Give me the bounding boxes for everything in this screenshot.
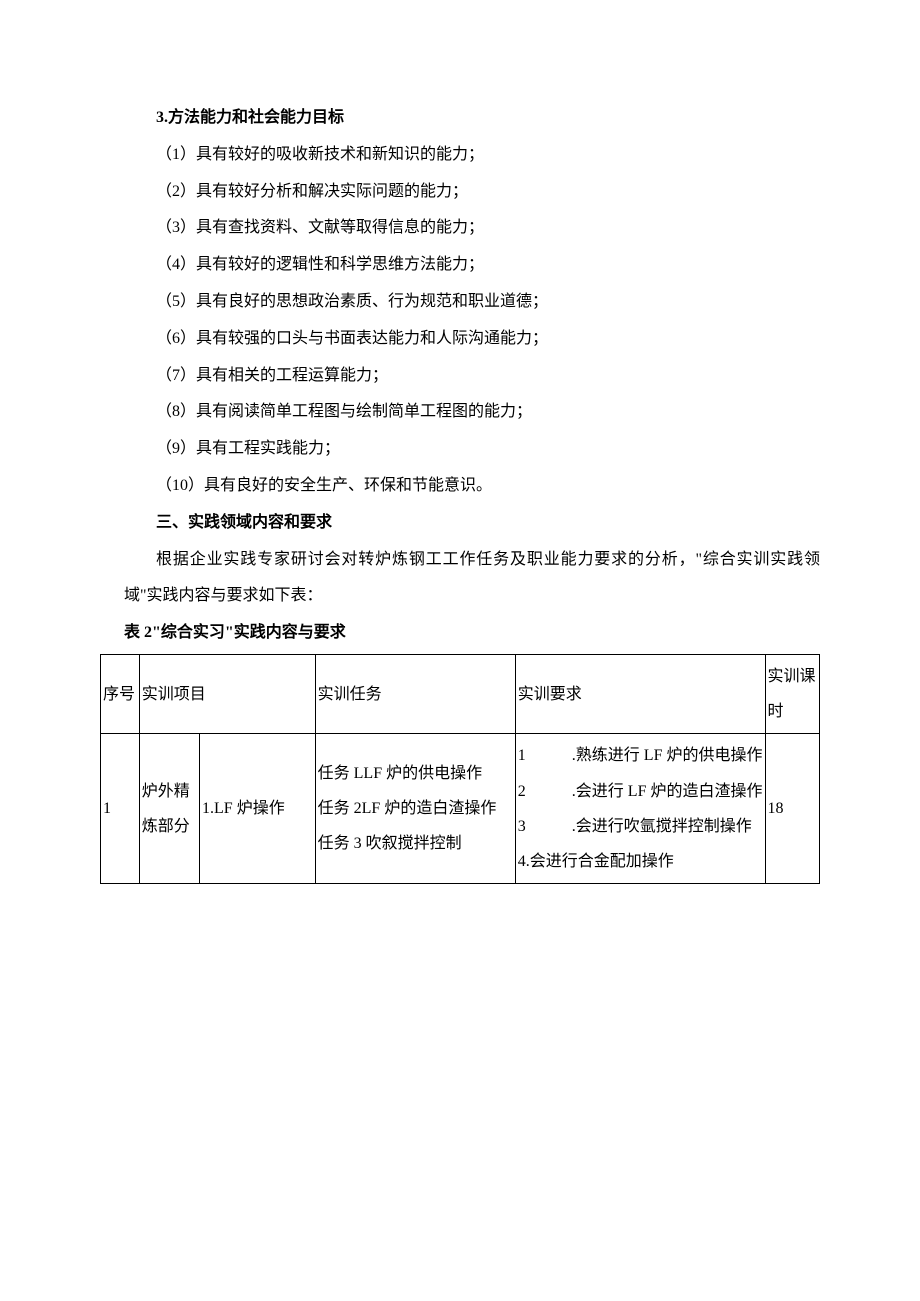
task-line-1: 任务 LLF 炉的供电操作 [318, 756, 513, 791]
col-header-seq: 序号 [101, 654, 140, 733]
section-3-heading: 3.方法能力和社会能力目标 [156, 100, 820, 137]
practice-table: 序号 实训项目 实训任务 实训要求 实训课时 1 炉外精炼部分 1.LF 炉操作… [100, 654, 820, 884]
task-line-2: 任务 2LF 炉的造白渣操作 [318, 791, 513, 826]
req-line-4: 4.会进行合金配加操作 [518, 844, 763, 879]
ability-item-9: （9）具有工程实践能力； [156, 431, 820, 468]
cell-tasks: 任务 LLF 炉的供电操作 任务 2LF 炉的造白渣操作 任务 3 吹叙搅拌控制 [315, 734, 515, 884]
ability-item-2: （2）具有较好分析和解决实际问题的能力； [156, 174, 820, 211]
ability-item-1: （1）具有较好的吸收新技术和新知识的能力； [156, 137, 820, 174]
cell-project-item: 1.LF 炉操作 [200, 734, 316, 884]
section-three-paragraph: 根据企业实践专家研讨会对转炉炼钢工工作任务及职业能力要求的分析，"综合实训实践领… [124, 542, 820, 616]
ability-item-4: （4）具有较好的逻辑性和科学思维方法能力； [156, 247, 820, 284]
cell-requirements: 1.熟练进行 LF 炉的供电操作 2.会进行 LF 炉的造白渣操作 3.会进行吹… [515, 734, 765, 884]
col-header-requirement: 实训要求 [515, 654, 765, 733]
cell-hours: 18 [765, 734, 819, 884]
col-header-project: 实训项目 [139, 654, 315, 733]
task-line-3: 任务 3 吹叙搅拌控制 [318, 826, 513, 861]
table-row: 1 炉外精炼部分 1.LF 炉操作 任务 LLF 炉的供电操作 任务 2LF 炉… [101, 734, 820, 884]
cell-project-category: 炉外精炼部分 [139, 734, 199, 884]
cell-seq: 1 [101, 734, 140, 884]
ability-item-10: （10）具有良好的安全生产、环保和节能意识。 [156, 468, 820, 505]
ability-item-5: （5）具有良好的思想政治素质、行为规范和职业道德； [156, 284, 820, 321]
ability-item-7: （7）具有相关的工程运算能力； [156, 358, 820, 395]
ability-item-8: （8）具有阅读简单工程图与绘制简单工程图的能力； [156, 394, 820, 431]
req-line-2: 2.会进行 LF 炉的造白渣操作 [518, 774, 763, 809]
table-header-row: 序号 实训项目 实训任务 实训要求 实训课时 [101, 654, 820, 733]
req-line-1: 1.熟练进行 LF 炉的供电操作 [518, 738, 763, 773]
ability-item-3: （3）具有查找资料、文献等取得信息的能力； [156, 210, 820, 247]
document-page: 3.方法能力和社会能力目标 （1）具有较好的吸收新技术和新知识的能力； （2）具… [0, 0, 920, 884]
section-three-heading: 三、实践领域内容和要求 [156, 505, 820, 542]
col-header-task: 实训任务 [315, 654, 515, 733]
table-caption: 表 2"综合实习"实践内容与要求 [124, 615, 820, 652]
col-header-hours: 实训课时 [765, 654, 819, 733]
req-line-3: 3.会进行吹氩搅拌控制操作 [518, 809, 763, 844]
ability-item-6: （6）具有较强的口头与书面表达能力和人际沟通能力； [156, 321, 820, 358]
